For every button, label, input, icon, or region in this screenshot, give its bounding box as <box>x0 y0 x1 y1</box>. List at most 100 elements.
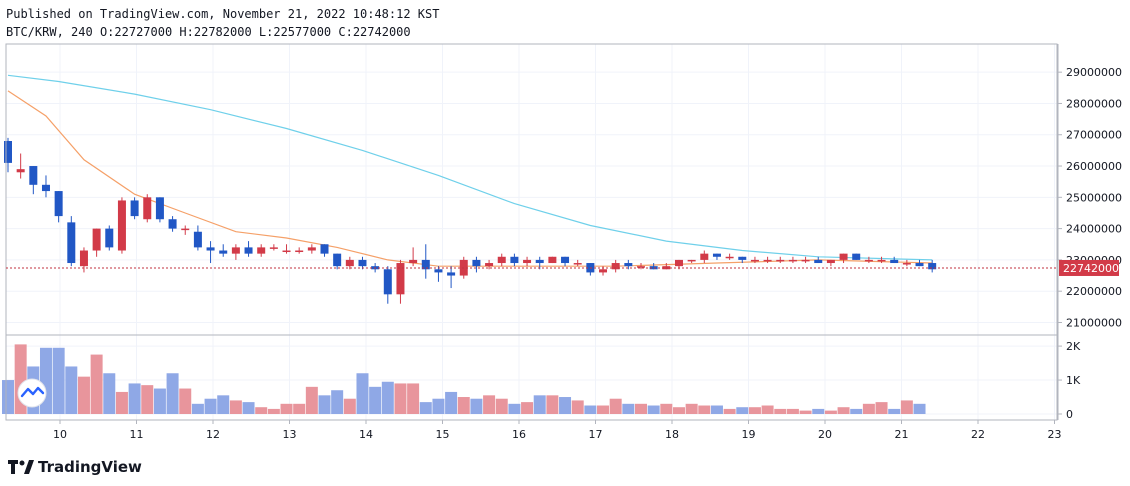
candle <box>117 197 126 254</box>
time-tick-label: 14 <box>359 428 373 441</box>
candle <box>649 263 658 270</box>
candle-body <box>510 256 519 264</box>
candle-body <box>485 263 494 267</box>
frame-border <box>5 43 1058 421</box>
candle <box>345 256 354 270</box>
volume-bar <box>888 408 901 414</box>
candle <box>383 266 392 304</box>
volume-bar <box>2 380 14 414</box>
volume-bar <box>824 410 837 414</box>
candle <box>902 259 911 267</box>
price-axis[interactable]: 2100000022000000230000002400000025000000… <box>1058 66 1122 329</box>
volume-tick-label: 1K <box>1066 374 1081 387</box>
time-axis[interactable]: 10 11 12 13 14 15 16 17 18 19 20 21 22 23 <box>53 420 1062 441</box>
volume-bar <box>483 395 496 414</box>
candle-body <box>54 191 63 217</box>
candle <box>92 228 101 257</box>
candle <box>624 259 633 270</box>
candle <box>41 175 50 198</box>
candle <box>573 259 582 267</box>
candle-body <box>864 259 873 262</box>
candle-body <box>712 253 721 257</box>
candle <box>155 197 164 223</box>
candle-body <box>599 269 608 273</box>
volume-bar <box>343 398 356 414</box>
candle-body <box>826 259 835 264</box>
volume-axis[interactable]: 0 1K 2K <box>1058 340 1081 421</box>
candle <box>611 259 620 273</box>
volume-bar <box>635 403 647 414</box>
volume-bar <box>812 408 825 414</box>
volume-bar <box>622 403 635 414</box>
candle-body <box>67 222 76 264</box>
time-tick-label: 13 <box>283 428 297 441</box>
candle <box>219 244 228 257</box>
candle <box>523 256 532 267</box>
candle <box>257 244 266 257</box>
candle-body <box>345 259 354 267</box>
candle <box>269 244 278 251</box>
volume-bar <box>875 402 888 414</box>
candle-body <box>561 256 570 264</box>
candle-body <box>852 253 861 260</box>
last-price-marker: 22742000 <box>6 259 1119 276</box>
volume-bar <box>850 408 863 414</box>
candle <box>231 244 240 260</box>
candle <box>826 259 835 267</box>
candle-body <box>244 247 253 254</box>
volume-bar <box>559 397 572 414</box>
last-price-box <box>1059 259 1119 276</box>
candle <box>700 250 709 264</box>
candle <box>750 256 759 264</box>
volume-bar <box>318 395 331 414</box>
volume-indicator-icon[interactable] <box>17 378 47 408</box>
tradingview-logo[interactable]: TradingView <box>8 458 142 476</box>
candle-body <box>738 256 747 260</box>
volume-bar <box>204 398 217 414</box>
candle <box>586 263 595 276</box>
volume-bar <box>115 391 128 414</box>
candle-body <box>79 250 88 267</box>
volume-bars <box>2 344 926 414</box>
candle <box>801 256 810 264</box>
volume-bar <box>837 407 850 414</box>
candle-body <box>915 263 924 267</box>
candle-body <box>890 259 899 264</box>
candle <box>206 241 215 264</box>
volume-bar <box>381 381 394 414</box>
volume-bar <box>255 407 268 414</box>
candle-body <box>358 259 367 267</box>
candle <box>333 253 342 270</box>
candle <box>548 256 557 264</box>
candle-body <box>750 259 759 262</box>
price-tick-label: 27000000 <box>1066 129 1122 142</box>
candle-body <box>801 259 810 262</box>
candle-body <box>231 247 240 254</box>
interval-label: 240 <box>71 25 93 39</box>
time-tick-label: 16 <box>512 428 526 441</box>
volume-bar <box>508 403 521 414</box>
candle-body <box>434 269 443 273</box>
volume-bar <box>736 407 749 414</box>
candle-body <box>763 259 772 262</box>
volume-bar <box>331 390 344 414</box>
candle <box>839 253 848 264</box>
volume-bar <box>786 408 799 414</box>
volume-bar <box>571 400 584 414</box>
candle <box>497 253 506 267</box>
candle-body <box>624 263 633 267</box>
price-tick-label: 25000000 <box>1066 191 1122 204</box>
volume-bar <box>495 398 508 414</box>
volume-bar <box>179 388 192 414</box>
ma-fast-line <box>7 90 933 267</box>
volume-bar <box>242 402 255 414</box>
volume-bar <box>432 398 445 414</box>
candle-body <box>130 200 139 217</box>
price-tick-label: 24000000 <box>1066 223 1122 236</box>
candle-body <box>219 250 228 254</box>
candle <box>535 256 544 270</box>
volume-bar <box>774 408 787 414</box>
candle-body <box>409 259 418 264</box>
candle-body <box>611 263 620 270</box>
